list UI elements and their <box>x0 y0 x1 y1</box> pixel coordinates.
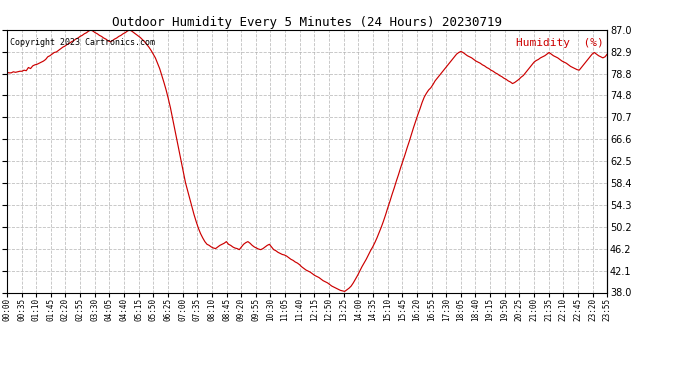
Text: Copyright 2023 Cartronics.com: Copyright 2023 Cartronics.com <box>10 38 155 47</box>
Title: Outdoor Humidity Every 5 Minutes (24 Hours) 20230719: Outdoor Humidity Every 5 Minutes (24 Hou… <box>112 16 502 29</box>
Text: Humidity  (%): Humidity (%) <box>516 38 604 48</box>
